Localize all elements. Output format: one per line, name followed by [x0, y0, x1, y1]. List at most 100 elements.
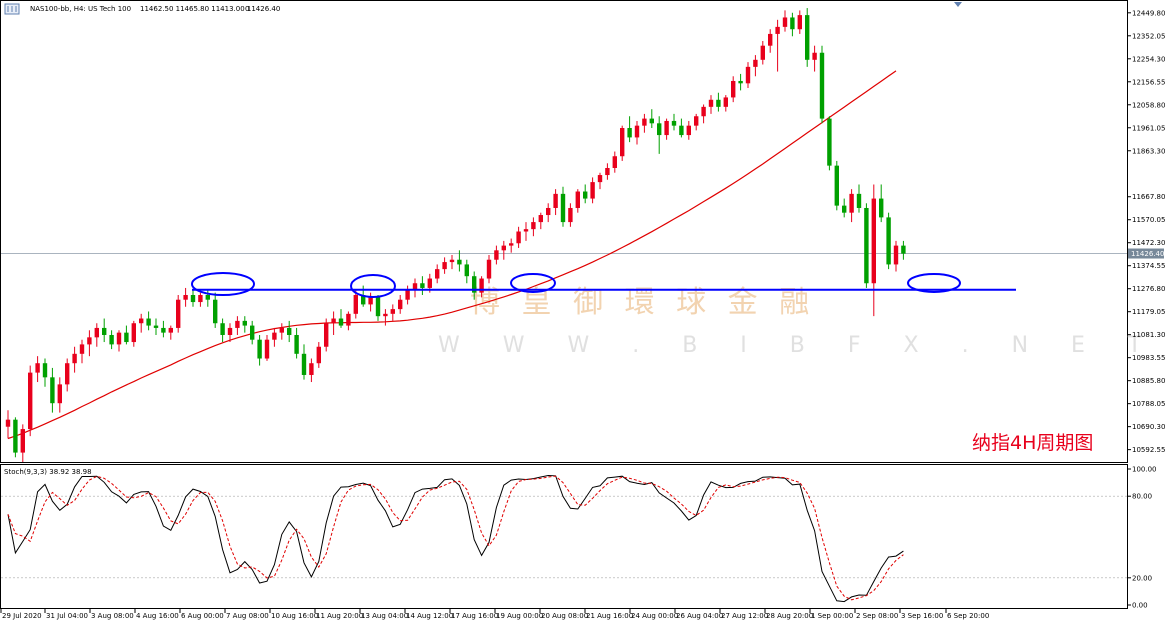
candle-body — [412, 283, 418, 291]
candle-body — [775, 26, 780, 34]
stoch-tick-label: 100.00 — [1132, 466, 1157, 474]
candle — [464, 259, 469, 284]
candle-body — [627, 128, 632, 138]
candle-body — [427, 278, 432, 288]
candle — [871, 184, 876, 317]
candle-body — [605, 167, 610, 176]
candle-body — [42, 363, 48, 378]
price-tick-label: 11863.30 — [1132, 147, 1165, 155]
candle — [375, 295, 381, 321]
candle — [597, 172, 603, 190]
candle — [694, 113, 699, 131]
candle-body — [168, 327, 173, 333]
time-tick-label: 7 Aug 08:00 — [226, 612, 269, 620]
candle — [213, 292, 218, 328]
chart-annotation: 纳指4H周期图 — [972, 432, 1093, 454]
candle — [279, 323, 284, 340]
time-tick-label: 4 Aug 16:00 — [136, 612, 179, 620]
highlight-circle — [510, 273, 556, 293]
candle — [412, 278, 418, 298]
candle — [72, 346, 77, 373]
candle — [819, 45, 825, 124]
candle-body — [301, 353, 307, 375]
candle — [250, 320, 255, 345]
candle — [139, 313, 144, 333]
candle-body — [449, 259, 455, 263]
candle — [605, 163, 610, 180]
candle-body — [190, 295, 196, 303]
candle-body — [35, 363, 40, 373]
time-tick-label: 13 Aug 04:00 — [361, 612, 408, 620]
candle-body — [264, 339, 270, 359]
candle — [116, 330, 122, 352]
candle — [664, 118, 669, 140]
time-tick-label: 10 Aug 16:00 — [271, 612, 318, 620]
axes: 12449.80 12352.05 12254.30 12156.55 12058.80… — [0, 9, 1165, 620]
candle — [57, 377, 62, 413]
candle-body — [753, 59, 758, 67]
candle — [501, 240, 506, 260]
candle — [812, 45, 817, 72]
candle-body — [353, 295, 358, 314]
candle — [383, 309, 388, 326]
candle-body — [420, 283, 425, 288]
candle — [301, 344, 307, 380]
time-tick-label: 28 Aug 20:00 — [766, 612, 813, 620]
price-tick-label: 11472.30 — [1132, 239, 1165, 247]
candle — [509, 238, 514, 253]
time-tick-label: 19 Aug 00:00 — [496, 612, 543, 620]
candle-body — [871, 198, 876, 284]
candle-body — [324, 323, 329, 347]
candle — [657, 116, 662, 154]
candle-body — [146, 318, 151, 326]
candle — [390, 304, 395, 321]
candle-body — [13, 419, 18, 453]
candle — [35, 356, 40, 383]
candle — [257, 334, 262, 366]
candle-body — [294, 334, 299, 354]
candle — [686, 120, 691, 140]
candle — [153, 318, 159, 335]
candle-body — [338, 318, 344, 326]
candle-body — [701, 106, 706, 117]
candle — [235, 316, 240, 335]
candle — [398, 295, 403, 314]
highlight-circle — [907, 273, 961, 293]
candle — [13, 417, 18, 458]
price-tick-label: 12058.80 — [1132, 101, 1165, 109]
candle-body — [457, 259, 462, 265]
candle-body — [435, 269, 440, 279]
candle-body — [745, 66, 751, 84]
candle — [472, 271, 477, 300]
candle-body — [346, 313, 351, 326]
candle-body — [834, 165, 839, 206]
candle-body — [28, 372, 33, 430]
candle-body — [131, 323, 136, 343]
candle-body — [257, 339, 262, 359]
price-tick-label: 11276.80 — [1132, 285, 1165, 293]
candle — [886, 212, 891, 270]
candle-body — [124, 332, 129, 343]
candle — [324, 318, 329, 352]
candle — [893, 240, 899, 272]
candle — [442, 257, 447, 274]
candle-body — [309, 363, 314, 375]
candle — [65, 358, 70, 392]
ma-line — [7, 70, 897, 440]
candle-body — [227, 327, 233, 335]
support-overlay — [191, 272, 1016, 298]
stoch-header: Stoch(9,3,3) 38.92 38.98 — [4, 468, 92, 476]
candle-body — [139, 318, 144, 324]
price-tick-label: 10690.30 — [1132, 423, 1165, 431]
candle — [553, 189, 558, 216]
candle — [634, 120, 640, 145]
candle — [849, 189, 854, 223]
candle — [790, 12, 795, 37]
candle — [50, 367, 55, 413]
candle — [405, 285, 410, 305]
candle-body — [94, 327, 99, 338]
candle — [546, 203, 551, 223]
candle — [338, 309, 344, 328]
candle-body — [87, 337, 92, 345]
candle-body — [479, 278, 484, 293]
